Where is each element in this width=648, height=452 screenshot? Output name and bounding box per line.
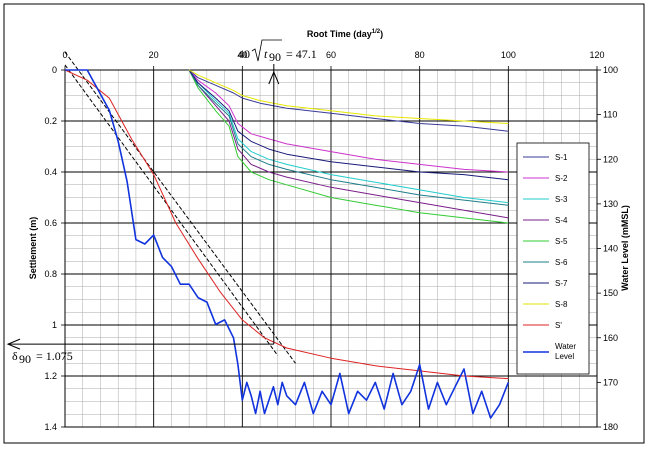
y-left-tick-label: 0.6 <box>44 218 57 228</box>
legend-label: S-1 <box>555 153 568 162</box>
t90-root-t: t <box>264 47 268 61</box>
y-left-tick-label: 0.8 <box>44 269 57 279</box>
y-right-tick-label: 170 <box>603 377 618 387</box>
tangent-lines <box>64 51 296 364</box>
x-axis-title: Root Time (day1/2) <box>307 29 383 39</box>
delta90-annotation: δ 90 = 1.075 <box>12 349 73 366</box>
x-tick-label: 80 <box>415 50 425 60</box>
x-tick-label: 60 <box>326 50 336 60</box>
legend-label: S-5 <box>555 237 568 246</box>
legend-label: S-2 <box>555 174 568 183</box>
y-left-tick-label: 1.4 <box>44 422 57 432</box>
y-right-tick-label: 110 <box>603 110 617 120</box>
y-left-tick-label: 1.2 <box>44 371 57 381</box>
t90-annotation: 40 t 90 = 47.1 <box>238 39 317 64</box>
y-left-tick-label: 0 <box>52 65 57 75</box>
y-right-axis-title: Water Level (mMSL) <box>620 205 630 291</box>
legend-label: S-6 <box>555 258 568 267</box>
t90-root-sub: 90 <box>269 50 281 64</box>
y-right-tick-label: 150 <box>603 288 618 298</box>
legend-label: S-8 <box>555 300 568 309</box>
x-tick-label: 20 <box>149 50 159 60</box>
delta90-arrowhead <box>6 338 21 350</box>
axis-ticks <box>61 66 601 428</box>
legend-label: S-3 <box>555 195 568 204</box>
y-left-tick-label: 0.2 <box>44 116 57 126</box>
axis-tick-labels: 0 20 40 60 80 100 120 0 0.2 0.4 0.6 0.8 1 1.2 1.4 100 11… <box>44 50 618 432</box>
legend-box <box>516 142 590 375</box>
y-right-tick-label: 180 <box>603 422 618 432</box>
y-right-tick-label: 100 <box>603 65 618 75</box>
series-line-s3 <box>188 69 509 204</box>
series-line-s <box>64 69 509 380</box>
series-line-s4 <box>188 69 509 219</box>
legend-label: Water <box>555 342 576 351</box>
y-right-tick-label: 160 <box>603 333 618 343</box>
tangent-line <box>64 64 279 356</box>
y-left-axis-title: Settlement (m) <box>28 217 38 280</box>
t90-prefix: 40 <box>238 47 250 61</box>
delta-symbol: δ <box>12 349 18 363</box>
x-tick-label: 0 <box>62 50 67 60</box>
y-right-tick-label: 120 <box>603 154 618 164</box>
legend-label: S-7 <box>555 279 568 288</box>
delta-sub: 90 <box>19 352 31 366</box>
legend-label-line2: Level <box>555 352 574 361</box>
y-right-tick-label: 140 <box>603 244 618 254</box>
sqrt-symbol <box>251 39 282 62</box>
tangent-line <box>64 51 296 364</box>
x-axis-title-close: ) <box>380 29 383 39</box>
x-axis-title-text: Root Time (day <box>307 29 372 39</box>
series-line-water <box>65 69 510 419</box>
t90-value: = 47.1 <box>286 47 317 61</box>
construction-lines <box>6 64 280 350</box>
y-left-tick-label: 1 <box>52 320 57 330</box>
delta-value: = 1.075 <box>36 349 73 363</box>
series-line-s2 <box>188 69 509 173</box>
x-tick-label: 40 <box>237 50 247 60</box>
series-line-s7 <box>188 69 509 181</box>
y-right-tick-label: 130 <box>603 199 618 209</box>
series-line-s5 <box>188 69 509 224</box>
x-axis-title-sup: 1/2 <box>372 29 381 35</box>
legend-label: S-4 <box>555 216 568 225</box>
x-tick-label: 120 <box>589 50 604 60</box>
legend-label: S' <box>555 321 562 330</box>
t90-arrowhead <box>268 70 280 85</box>
series-lines <box>64 69 510 419</box>
series-line-s6 <box>188 69 509 206</box>
x-tick-label: 100 <box>501 50 516 60</box>
y-left-tick-label: 0.4 <box>44 167 57 177</box>
